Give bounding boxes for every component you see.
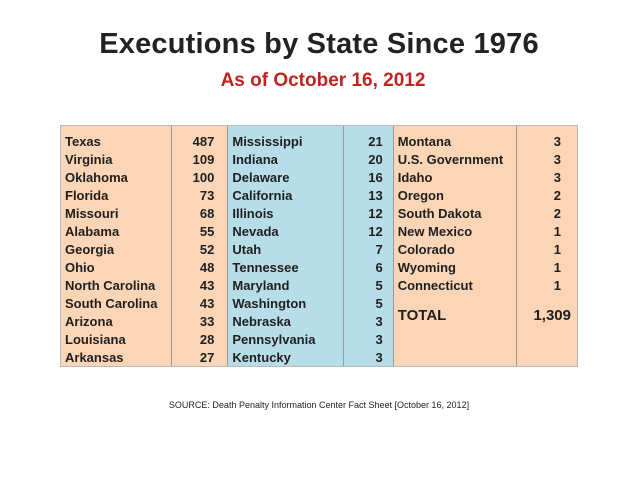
state-name: Connecticut (397, 278, 473, 293)
execution-count: 1 (553, 278, 561, 293)
group2-count-column: 21 20 16 13 12 12 7 6 5 5 3 3 3 (342, 126, 393, 366)
execution-count: 3 (375, 350, 383, 365)
state-name: South Carolina (65, 296, 158, 311)
state-name: Oregon (397, 188, 444, 203)
execution-count: 52 (199, 242, 215, 257)
group1-count-column: 487 109 100 73 68 55 52 48 43 43 33 28 27 (170, 126, 228, 366)
execution-count: 5 (375, 278, 383, 293)
execution-count: 21 (368, 134, 383, 149)
state-name: Nebraska (232, 314, 291, 329)
execution-count: 33 (199, 314, 215, 329)
group3-count-column: 3 3 3 2 2 1 1 1 1 1,309 (516, 126, 577, 366)
group1-state-column: Texas Virginia Oklahoma Florida Missouri Alab… (61, 126, 171, 366)
execution-count: 109 (192, 152, 215, 167)
state-name: Colorado (397, 242, 455, 257)
state-name: Pennsylvania (232, 332, 316, 347)
state-name: Delaware (232, 170, 290, 185)
execution-count: 43 (199, 296, 215, 311)
execution-count: 68 (199, 206, 215, 221)
state-name: California (232, 188, 293, 203)
group2-state-column: Mississippi Indiana Delaware California Illi… (227, 126, 343, 366)
state-name: Tennessee (232, 260, 299, 275)
execution-count: 100 (192, 170, 215, 185)
execution-count: 12 (368, 224, 383, 239)
execution-count: 27 (199, 350, 215, 365)
page-subtitle: As of October 16, 2012 (220, 70, 426, 91)
execution-count: 6 (375, 260, 383, 275)
execution-count: 2 (553, 206, 561, 221)
state-name: Maryland (232, 278, 290, 293)
execution-count: 1 (553, 260, 561, 275)
execution-count: 20 (368, 152, 383, 167)
state-name: Kentucky (232, 350, 291, 365)
execution-count: 73 (199, 188, 215, 203)
state-name: Virginia (65, 152, 113, 167)
execution-count: 12 (368, 206, 383, 221)
source-note: SOURCE: Death Penalty Information Center… (168, 400, 470, 410)
state-name: Utah (232, 242, 262, 257)
total-value: 1,309 (533, 307, 571, 324)
state-name: Nevada (232, 224, 279, 239)
state-name: Alabama (65, 224, 120, 239)
total-label: TOTAL (397, 307, 447, 324)
state-name: Oklahoma (65, 170, 128, 185)
execution-count: 16 (368, 170, 383, 185)
state-name: South Dakota (397, 206, 482, 221)
state-name: Georgia (65, 242, 115, 257)
execution-count: 7 (375, 242, 383, 257)
execution-count: 55 (199, 224, 215, 239)
execution-count: 487 (192, 134, 215, 149)
execution-count: 2 (553, 188, 561, 203)
state-name: Idaho (397, 170, 433, 185)
executions-table: Texas Virginia Oklahoma Florida Missouri Alab… (60, 125, 578, 367)
state-name: Florida (65, 188, 109, 203)
state-name: Washington (232, 296, 307, 311)
state-name: Montana (397, 134, 452, 149)
execution-count: 3 (375, 332, 383, 347)
state-name: Illinois (232, 206, 274, 221)
page-title: Executions by State Since 1976 (99, 28, 539, 60)
state-name: U.S. Government (397, 152, 504, 167)
state-name: Missouri (65, 206, 119, 221)
execution-count: 1 (553, 224, 561, 239)
execution-count: 5 (375, 296, 383, 311)
execution-count: 48 (199, 260, 215, 275)
execution-count: 3 (553, 134, 561, 149)
execution-count: 43 (199, 278, 215, 293)
state-name: Mississippi (232, 134, 303, 149)
state-name: Arizona (65, 314, 113, 329)
execution-count: 28 (199, 332, 215, 347)
execution-count: 3 (553, 170, 561, 185)
execution-count: 13 (368, 188, 383, 203)
state-name: Texas (65, 134, 101, 149)
group3-state-column: Montana U.S. Government Idaho Oregon South D… (392, 126, 517, 366)
state-name: Louisiana (65, 332, 126, 347)
state-name: New Mexico (397, 224, 473, 239)
state-name: Arkansas (65, 350, 124, 365)
state-name: Indiana (232, 152, 278, 167)
state-name: Ohio (65, 260, 95, 275)
execution-count: 3 (375, 314, 383, 329)
state-name: Wyoming (397, 260, 456, 275)
execution-count: 1 (553, 242, 561, 257)
state-name: North Carolina (65, 278, 156, 293)
execution-count: 3 (553, 152, 561, 167)
